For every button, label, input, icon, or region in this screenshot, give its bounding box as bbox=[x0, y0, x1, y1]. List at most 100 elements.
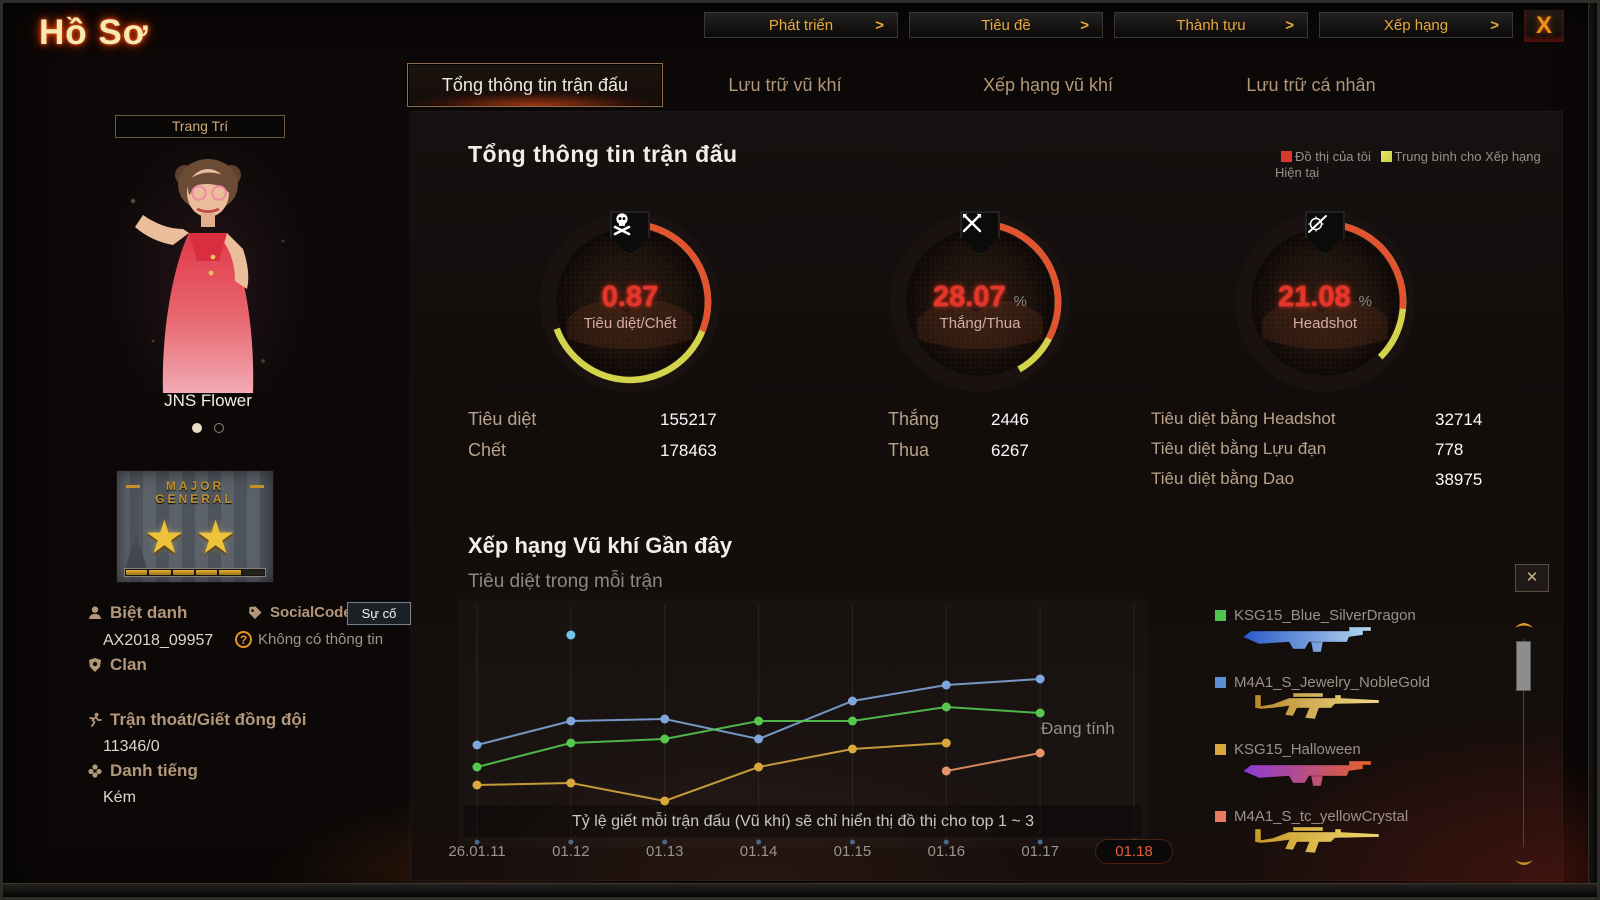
chart-point bbox=[660, 796, 670, 806]
weapon-row[interactable]: M4A1_S_tc_yellowCrystal bbox=[1215, 808, 1510, 872]
headshot-value: 21.08 % bbox=[1278, 281, 1372, 313]
rank-average-legend-swatch bbox=[1380, 151, 1392, 162]
weapon-list: KSG15_Blue_SilverDragon M4A1_S_Jewelry_No… bbox=[1215, 607, 1510, 869]
headshot-kills-value: 32714 bbox=[1435, 410, 1483, 429]
scroll-track[interactable] bbox=[1523, 639, 1524, 847]
decorate-button[interactable]: Trang Trí bbox=[115, 115, 285, 138]
chevron-right-icon: > bbox=[875, 16, 884, 34]
clan-label-row: Clan bbox=[87, 655, 147, 675]
reputation-label-row: Danh tiếng bbox=[87, 761, 198, 781]
close-window-button[interactable]: X bbox=[1523, 9, 1565, 43]
scroll-down-icon[interactable] bbox=[1513, 857, 1535, 869]
clan-label: Clan bbox=[110, 655, 147, 674]
rank-progress-segment bbox=[195, 570, 218, 575]
winloss-label: Thắng/Thua bbox=[939, 315, 1021, 332]
clan-shield-icon bbox=[89, 658, 101, 672]
tab-personal-storage[interactable]: Lưu trữ cá nhân bbox=[1246, 75, 1376, 95]
tab-match-summary[interactable]: Tổng thông tin trận đấu bbox=[407, 63, 663, 107]
chart-point bbox=[1035, 708, 1045, 718]
menu-achievements-button[interactable]: Thành tựu > bbox=[1113, 11, 1309, 39]
headshot-label: Headshot bbox=[1292, 315, 1358, 332]
panel-divider bbox=[409, 111, 410, 881]
date-label[interactable]: 01.16 bbox=[927, 843, 966, 860]
weapon-row[interactable]: KSG15_Blue_SilverDragon bbox=[1215, 607, 1510, 671]
window-frame-bottom bbox=[3, 883, 1597, 897]
deaths-value: 178463 bbox=[660, 441, 717, 460]
weapon-row[interactable]: M4A1_S_Jewelry_NobleGold bbox=[1215, 674, 1510, 738]
weapon-series-swatch bbox=[1215, 677, 1226, 688]
weapon-row[interactable]: KSG15_Halloween bbox=[1215, 741, 1510, 805]
date-label[interactable]: 01.15 bbox=[833, 843, 872, 860]
portrait-carousel bbox=[103, 423, 313, 433]
weapon-image bbox=[1254, 692, 1380, 720]
menu-titles-button[interactable]: Tiêu đề > bbox=[908, 11, 1104, 39]
character-name: JNS Flower bbox=[164, 391, 252, 410]
carousel-dot-active[interactable] bbox=[192, 423, 202, 433]
section-close-icon[interactable]: ✕ bbox=[1515, 564, 1549, 592]
clover-icon bbox=[88, 764, 102, 778]
rank-progress-segment bbox=[126, 570, 148, 575]
chart-point bbox=[566, 778, 576, 788]
chart-point bbox=[941, 702, 951, 712]
weapon-image bbox=[1242, 760, 1372, 787]
grenade-kills-value: 778 bbox=[1435, 440, 1464, 459]
question-icon: ? bbox=[235, 631, 252, 648]
rank-badge: MAJOR GENERAL ★★ bbox=[116, 470, 274, 583]
menu-label: Tiêu đề bbox=[981, 16, 1031, 34]
date-label[interactable]: 01.12 bbox=[552, 843, 590, 860]
weapon-image bbox=[1254, 826, 1380, 854]
menu-label: Xếp hạng bbox=[1383, 16, 1449, 34]
rank-title-line2: GENERAL bbox=[155, 492, 235, 506]
person-icon bbox=[88, 606, 102, 619]
kills-label: Tiêu diệt bbox=[468, 409, 537, 429]
my-graph-legend-label: Đồ thị của tôi bbox=[1295, 149, 1371, 164]
chart-legend: Đồ thị của tôi Trung bình cho Xếp hạng H… bbox=[1275, 149, 1553, 181]
chart-point bbox=[660, 714, 670, 724]
date-label[interactable]: 01.14 bbox=[739, 843, 778, 860]
headshot-gauge: 21.08 % Headshot bbox=[1232, 209, 1418, 395]
date-axis: 26.01.11 01.12 01.13 01.14 01.15 01.16 01.17 01… bbox=[448, 840, 1173, 865]
chart-point bbox=[754, 716, 764, 726]
weapon-ranking-heading: Xếp hạng Vũ khí Gần đây bbox=[468, 533, 733, 558]
socialcode-label-row: SocialCode bbox=[247, 604, 352, 621]
carousel-dot[interactable] bbox=[214, 423, 224, 433]
weapon-series-swatch bbox=[1215, 610, 1226, 621]
date-label[interactable]: 01.13 bbox=[645, 843, 684, 860]
date-label[interactable]: 01.17 bbox=[1021, 843, 1059, 860]
quit-label-row: Trận thoát/Giết đồng đội bbox=[87, 710, 306, 730]
kd-value: 0.87 bbox=[601, 281, 659, 313]
scroll-thumb[interactable] bbox=[1516, 641, 1531, 691]
page-title: Hồ Sơ bbox=[39, 13, 149, 52]
menu-ranking-button[interactable]: Xếp hạng > bbox=[1318, 11, 1514, 39]
grenade-kills-label: Tiêu diệt bằng Lựu đạn bbox=[1151, 439, 1327, 458]
kd-gauge: 0.87 Tiêu diệt/Chết bbox=[537, 209, 723, 395]
rank-dash-right bbox=[250, 485, 264, 488]
chart-point bbox=[847, 696, 857, 706]
rank-progress-segment bbox=[242, 570, 264, 575]
rank-title-line1: MAJOR bbox=[165, 479, 225, 493]
socialcode-issue-button[interactable]: Sự cố bbox=[347, 602, 411, 625]
chart-point bbox=[472, 780, 482, 790]
socialcode-info-row: ? Không có thông tin bbox=[235, 631, 383, 648]
rank-progress-segment bbox=[172, 570, 194, 575]
chart-note: Tỷ lệ giết mỗi trận đấu (Vũ khí) sẽ chỉ … bbox=[572, 811, 1034, 830]
date-label-selected[interactable]: 01.18 bbox=[1096, 840, 1173, 863]
tab-weapon-ranking[interactable]: Xếp hạng vũ khí bbox=[982, 75, 1114, 95]
date-label[interactable]: 26.01.11 bbox=[448, 843, 506, 860]
menu-label: Thành tựu bbox=[1176, 16, 1246, 34]
chart-point bbox=[941, 680, 951, 690]
chart-point bbox=[472, 740, 482, 750]
weapon-list-scrollbar bbox=[1513, 617, 1535, 869]
tag-icon bbox=[249, 606, 262, 619]
rank-progress-segment bbox=[149, 570, 171, 575]
kills-per-match-chart: Tỷ lệ giết mỗi trận đấu (Vũ khí) sẽ chỉ … bbox=[458, 599, 1148, 847]
tab-weapon-storage[interactable]: Lưu trữ vũ khí bbox=[728, 75, 842, 95]
chevron-right-icon: > bbox=[1285, 16, 1294, 34]
runner-icon bbox=[89, 712, 102, 727]
character-portrait bbox=[103, 141, 313, 393]
menu-develop-button[interactable]: Phát triển > bbox=[703, 11, 899, 39]
winloss-gauge: 28.07 % Thắng/Thua bbox=[887, 209, 1073, 395]
chart-point bbox=[941, 766, 951, 776]
quit-label: Trận thoát/Giết đồng đội bbox=[110, 710, 307, 729]
scroll-up-icon[interactable] bbox=[1513, 617, 1535, 629]
